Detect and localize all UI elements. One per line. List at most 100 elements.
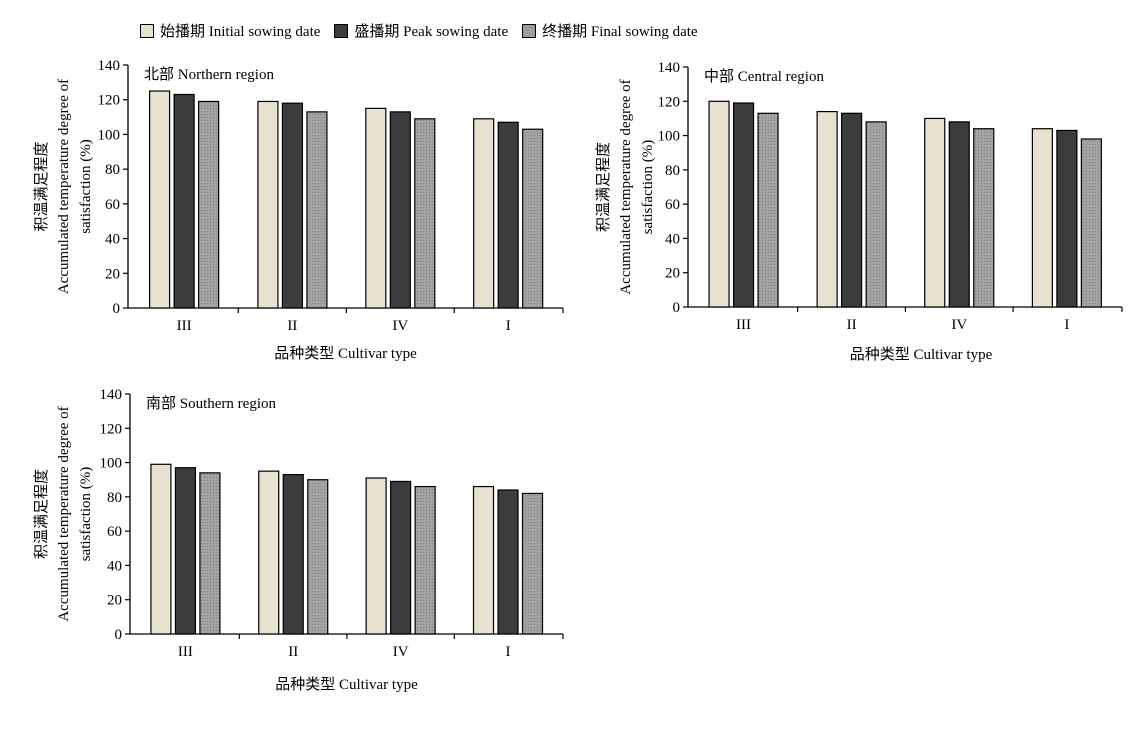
x-tick-label: II bbox=[288, 644, 298, 660]
bar bbox=[841, 112, 863, 308]
bar bbox=[257, 100, 279, 309]
bar bbox=[150, 463, 172, 635]
chart-title: 南部 Southern region bbox=[146, 395, 276, 412]
bar bbox=[174, 467, 197, 635]
bar bbox=[1056, 129, 1078, 308]
y-tick-label: 140 bbox=[98, 58, 121, 74]
x-tick-label: IV bbox=[951, 317, 967, 333]
y-axis-label: satisfaction (%) bbox=[640, 140, 656, 235]
bar bbox=[389, 111, 411, 309]
bar bbox=[281, 102, 304, 309]
bar bbox=[199, 472, 221, 635]
y-tick-label: 20 bbox=[665, 266, 680, 282]
x-tick-label: II bbox=[847, 317, 857, 333]
chart-title: 北部 Northern region bbox=[144, 66, 274, 83]
y-tick-label: 80 bbox=[105, 162, 120, 178]
bar bbox=[198, 100, 220, 309]
y-tick-label: 100 bbox=[100, 456, 123, 472]
bar bbox=[258, 470, 280, 635]
legend-item-final: 终播期 Final sowing date bbox=[522, 20, 698, 41]
bar bbox=[708, 100, 730, 308]
bar bbox=[173, 93, 195, 309]
y-tick-label: 20 bbox=[107, 593, 122, 609]
y-tick-label: 120 bbox=[100, 421, 123, 437]
x-axis-label: 品种类型 Cultivar type bbox=[850, 346, 993, 363]
x-tick-label: III bbox=[178, 644, 193, 660]
y-axis-label: 积温满足程度 bbox=[595, 142, 612, 232]
y-tick-label: 60 bbox=[665, 197, 680, 213]
legend-swatch-final bbox=[522, 23, 537, 38]
bar bbox=[365, 107, 387, 309]
y-tick-label: 40 bbox=[107, 558, 122, 574]
y-axis-label: 积温满足程度 bbox=[33, 469, 50, 559]
y-axis-label: 积温满足程度 bbox=[33, 141, 50, 231]
legend-item-peak: 盛播期 Peak sowing date bbox=[334, 20, 508, 41]
y-tick-label: 120 bbox=[98, 93, 121, 109]
legend: 始播期 Initial sowing date 盛播期 Peak sowing … bbox=[140, 20, 698, 41]
legend-item-initial: 始播期 Initial sowing date bbox=[140, 20, 320, 41]
bar bbox=[473, 118, 495, 309]
x-axis-label: 品种类型 Cultivar type bbox=[275, 676, 418, 693]
bar bbox=[390, 480, 412, 635]
x-tick-label: IV bbox=[393, 644, 409, 660]
y-axis-label: Accumulated temperature degree of bbox=[56, 406, 72, 621]
bar bbox=[948, 121, 970, 308]
chart-title: 中部 Central region bbox=[704, 68, 824, 85]
bar bbox=[924, 117, 946, 308]
x-tick-label: I bbox=[1064, 317, 1069, 333]
bar bbox=[365, 477, 387, 635]
legend-swatch-peak bbox=[334, 23, 349, 38]
bar bbox=[522, 128, 544, 309]
bar bbox=[1031, 128, 1053, 308]
bar bbox=[282, 473, 304, 635]
y-tick-label: 100 bbox=[658, 129, 681, 145]
x-tick-label: IV bbox=[392, 318, 408, 334]
bar bbox=[472, 485, 495, 635]
y-tick-label: 0 bbox=[113, 301, 121, 317]
x-tick-label: III bbox=[736, 317, 751, 333]
bar bbox=[149, 90, 171, 309]
y-axis-label: Accumulated temperature degree of bbox=[56, 79, 72, 294]
y-tick-label: 20 bbox=[105, 266, 120, 282]
y-tick-label: 40 bbox=[105, 232, 120, 248]
y-tick-label: 120 bbox=[658, 94, 681, 110]
bar bbox=[307, 479, 329, 635]
y-tick-label: 80 bbox=[107, 490, 122, 506]
y-tick-label: 60 bbox=[105, 197, 120, 213]
bar bbox=[973, 128, 995, 308]
bar bbox=[497, 121, 519, 309]
y-tick-label: 140 bbox=[658, 60, 681, 76]
bar bbox=[414, 118, 436, 309]
bar bbox=[497, 489, 519, 635]
x-tick-label: I bbox=[506, 318, 511, 334]
x-tick-label: II bbox=[287, 318, 297, 334]
x-axis-label: 品种类型 Cultivar type bbox=[274, 345, 417, 362]
y-tick-label: 0 bbox=[673, 300, 681, 316]
bar bbox=[521, 492, 544, 635]
bar bbox=[306, 111, 328, 309]
y-tick-label: 100 bbox=[98, 127, 121, 143]
y-tick-label: 0 bbox=[115, 627, 123, 643]
y-axis-label: satisfaction (%) bbox=[78, 139, 94, 234]
legend-label-peak: 盛播期 Peak sowing date bbox=[354, 24, 509, 40]
legend-swatch-initial bbox=[140, 23, 154, 38]
y-tick-label: 40 bbox=[665, 231, 680, 247]
x-tick-label: I bbox=[506, 644, 511, 660]
x-tick-label: III bbox=[177, 318, 192, 334]
y-tick-label: 140 bbox=[100, 387, 123, 403]
bar bbox=[1080, 138, 1102, 308]
bar bbox=[816, 110, 838, 308]
bar bbox=[757, 112, 779, 308]
bar bbox=[414, 485, 436, 635]
y-tick-label: 60 bbox=[107, 524, 122, 540]
y-axis-label: Accumulated temperature degree of bbox=[618, 79, 634, 294]
y-axis-label: satisfaction (%) bbox=[78, 467, 94, 562]
y-tick-label: 80 bbox=[665, 163, 680, 179]
bar bbox=[732, 102, 755, 308]
legend-label-initial: 始播期 Initial sowing date bbox=[160, 24, 321, 40]
